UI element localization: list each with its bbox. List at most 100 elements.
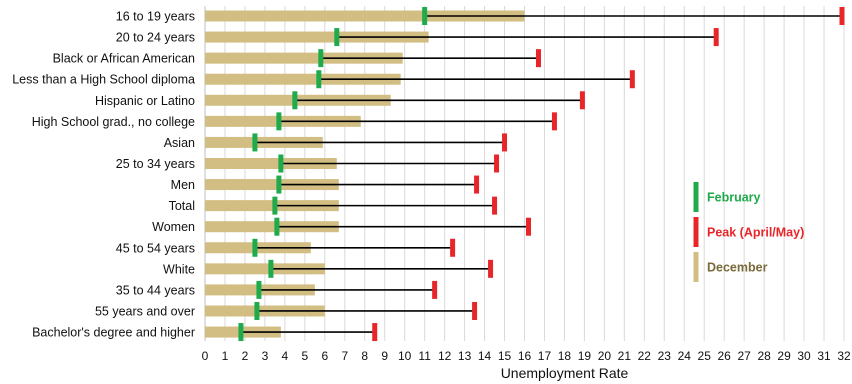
legend-swatch (693, 217, 699, 247)
february-marker (292, 91, 298, 110)
x-tick-label: 19 (578, 349, 592, 363)
x-tick-label: 2 (242, 349, 249, 363)
february-marker (254, 301, 260, 320)
peak-marker (535, 49, 541, 68)
legend-label: February (707, 191, 761, 205)
x-tick-label: 12 (438, 349, 452, 363)
x-tick-label: 32 (837, 349, 851, 363)
february-marker (238, 323, 244, 342)
x-tick-label: 31 (817, 349, 831, 363)
x-tick-label: 22 (638, 349, 652, 363)
x-tick-label: 30 (797, 349, 811, 363)
december-bar (205, 10, 525, 22)
december-bar (205, 31, 429, 43)
legend-label: Peak (April/May) (707, 226, 804, 240)
category-label: Less than a High School diploma (12, 73, 195, 87)
x-tick-label: 27 (737, 349, 751, 363)
peak-marker (713, 28, 719, 47)
december-bar (205, 221, 339, 233)
peak-marker (492, 196, 498, 215)
category-label: Hispanic or Latino (95, 94, 195, 108)
peak-marker (579, 91, 585, 110)
x-tick-label: 4 (282, 349, 289, 363)
peak-marker (525, 217, 531, 236)
legend-swatch (693, 182, 699, 212)
legend-label: December (707, 261, 768, 275)
x-tick-label: 7 (341, 349, 348, 363)
peak-marker (839, 7, 845, 25)
feb-to-peak-connectors (240, 15, 843, 333)
peak-marker (472, 301, 478, 320)
x-tick-label: 20 (598, 349, 612, 363)
x-tick-label: 0 (202, 349, 209, 363)
february-marker (272, 196, 278, 215)
x-tick-label: 6 (321, 349, 328, 363)
x-tick-label: 15 (498, 349, 512, 363)
x-tick-label: 3 (262, 349, 269, 363)
february-marker (256, 280, 262, 299)
x-tick-label: 16 (518, 349, 532, 363)
february-marker (276, 175, 282, 194)
category-labels: 16 to 19 years 20 to 24 years Black or Afr… (12, 10, 195, 340)
december-bar (205, 263, 325, 275)
category-label: 16 to 19 years (116, 10, 195, 24)
february-marker (274, 217, 280, 236)
peak-marker (488, 259, 494, 278)
peak-marker (494, 154, 500, 173)
peak-marker (432, 280, 438, 299)
category-label: Men (171, 178, 195, 192)
category-label: Total (169, 199, 195, 213)
x-tick-label: 13 (458, 349, 472, 363)
x-tick-label: 5 (302, 349, 309, 363)
x-tick-label: 1 (222, 349, 229, 363)
x-tick-label: 8 (361, 349, 368, 363)
peak-marker (629, 70, 635, 89)
x-axis-ticks: 0 1 2 3 4 5 6 7 8 9 10 11 12 13 14 15 16 17 18 19 20 21 22 23 24… (202, 349, 851, 363)
category-label: 25 to 34 years (116, 157, 195, 171)
december-bar (205, 200, 339, 212)
x-tick-label: 10 (398, 349, 412, 363)
x-tick-label: 26 (718, 349, 732, 363)
legend: February Peak (April/May) December (693, 182, 804, 282)
february-marker (318, 49, 324, 68)
legend-swatch-december (693, 252, 699, 282)
december-bar (205, 157, 337, 169)
x-tick-label: 17 (538, 349, 552, 363)
peak-marker (450, 238, 456, 257)
february-marker (422, 7, 428, 25)
x-tick-label: 29 (777, 349, 791, 363)
category-label: 20 to 24 years (116, 31, 195, 45)
x-tick-label: 28 (757, 349, 771, 363)
x-tick-label: 18 (558, 349, 572, 363)
x-tick-label: 25 (698, 349, 712, 363)
february-marker (334, 28, 340, 47)
x-tick-label: 11 (418, 349, 431, 363)
x-tick-label: 14 (478, 349, 492, 363)
value-markers (238, 7, 845, 342)
category-label: Asian (164, 136, 195, 150)
peak-marker (551, 112, 557, 131)
february-marker (252, 133, 258, 152)
category-label: 55 years and over (95, 304, 195, 318)
peak-marker (474, 175, 480, 194)
x-tick-label: 23 (658, 349, 672, 363)
december-bar (205, 73, 401, 85)
category-label: White (163, 262, 195, 276)
december-bar (205, 179, 339, 191)
category-label: Black or African American (53, 52, 195, 66)
february-marker (252, 238, 258, 257)
category-label: 45 to 54 years (116, 241, 195, 255)
category-label: Bachelor's degree and higher (32, 326, 195, 340)
category-label: Women (152, 220, 195, 234)
x-axis-title: Unemployment Rate (501, 365, 629, 381)
x-tick-label: 24 (678, 349, 692, 363)
category-label: 35 to 44 years (116, 283, 195, 297)
x-tick-label: 21 (618, 349, 632, 363)
february-marker (278, 154, 284, 173)
february-marker (268, 259, 274, 278)
february-marker (316, 70, 322, 89)
category-label: High School grad., no college (32, 115, 195, 129)
peak-marker (502, 133, 508, 152)
x-tick-label: 9 (381, 349, 388, 363)
